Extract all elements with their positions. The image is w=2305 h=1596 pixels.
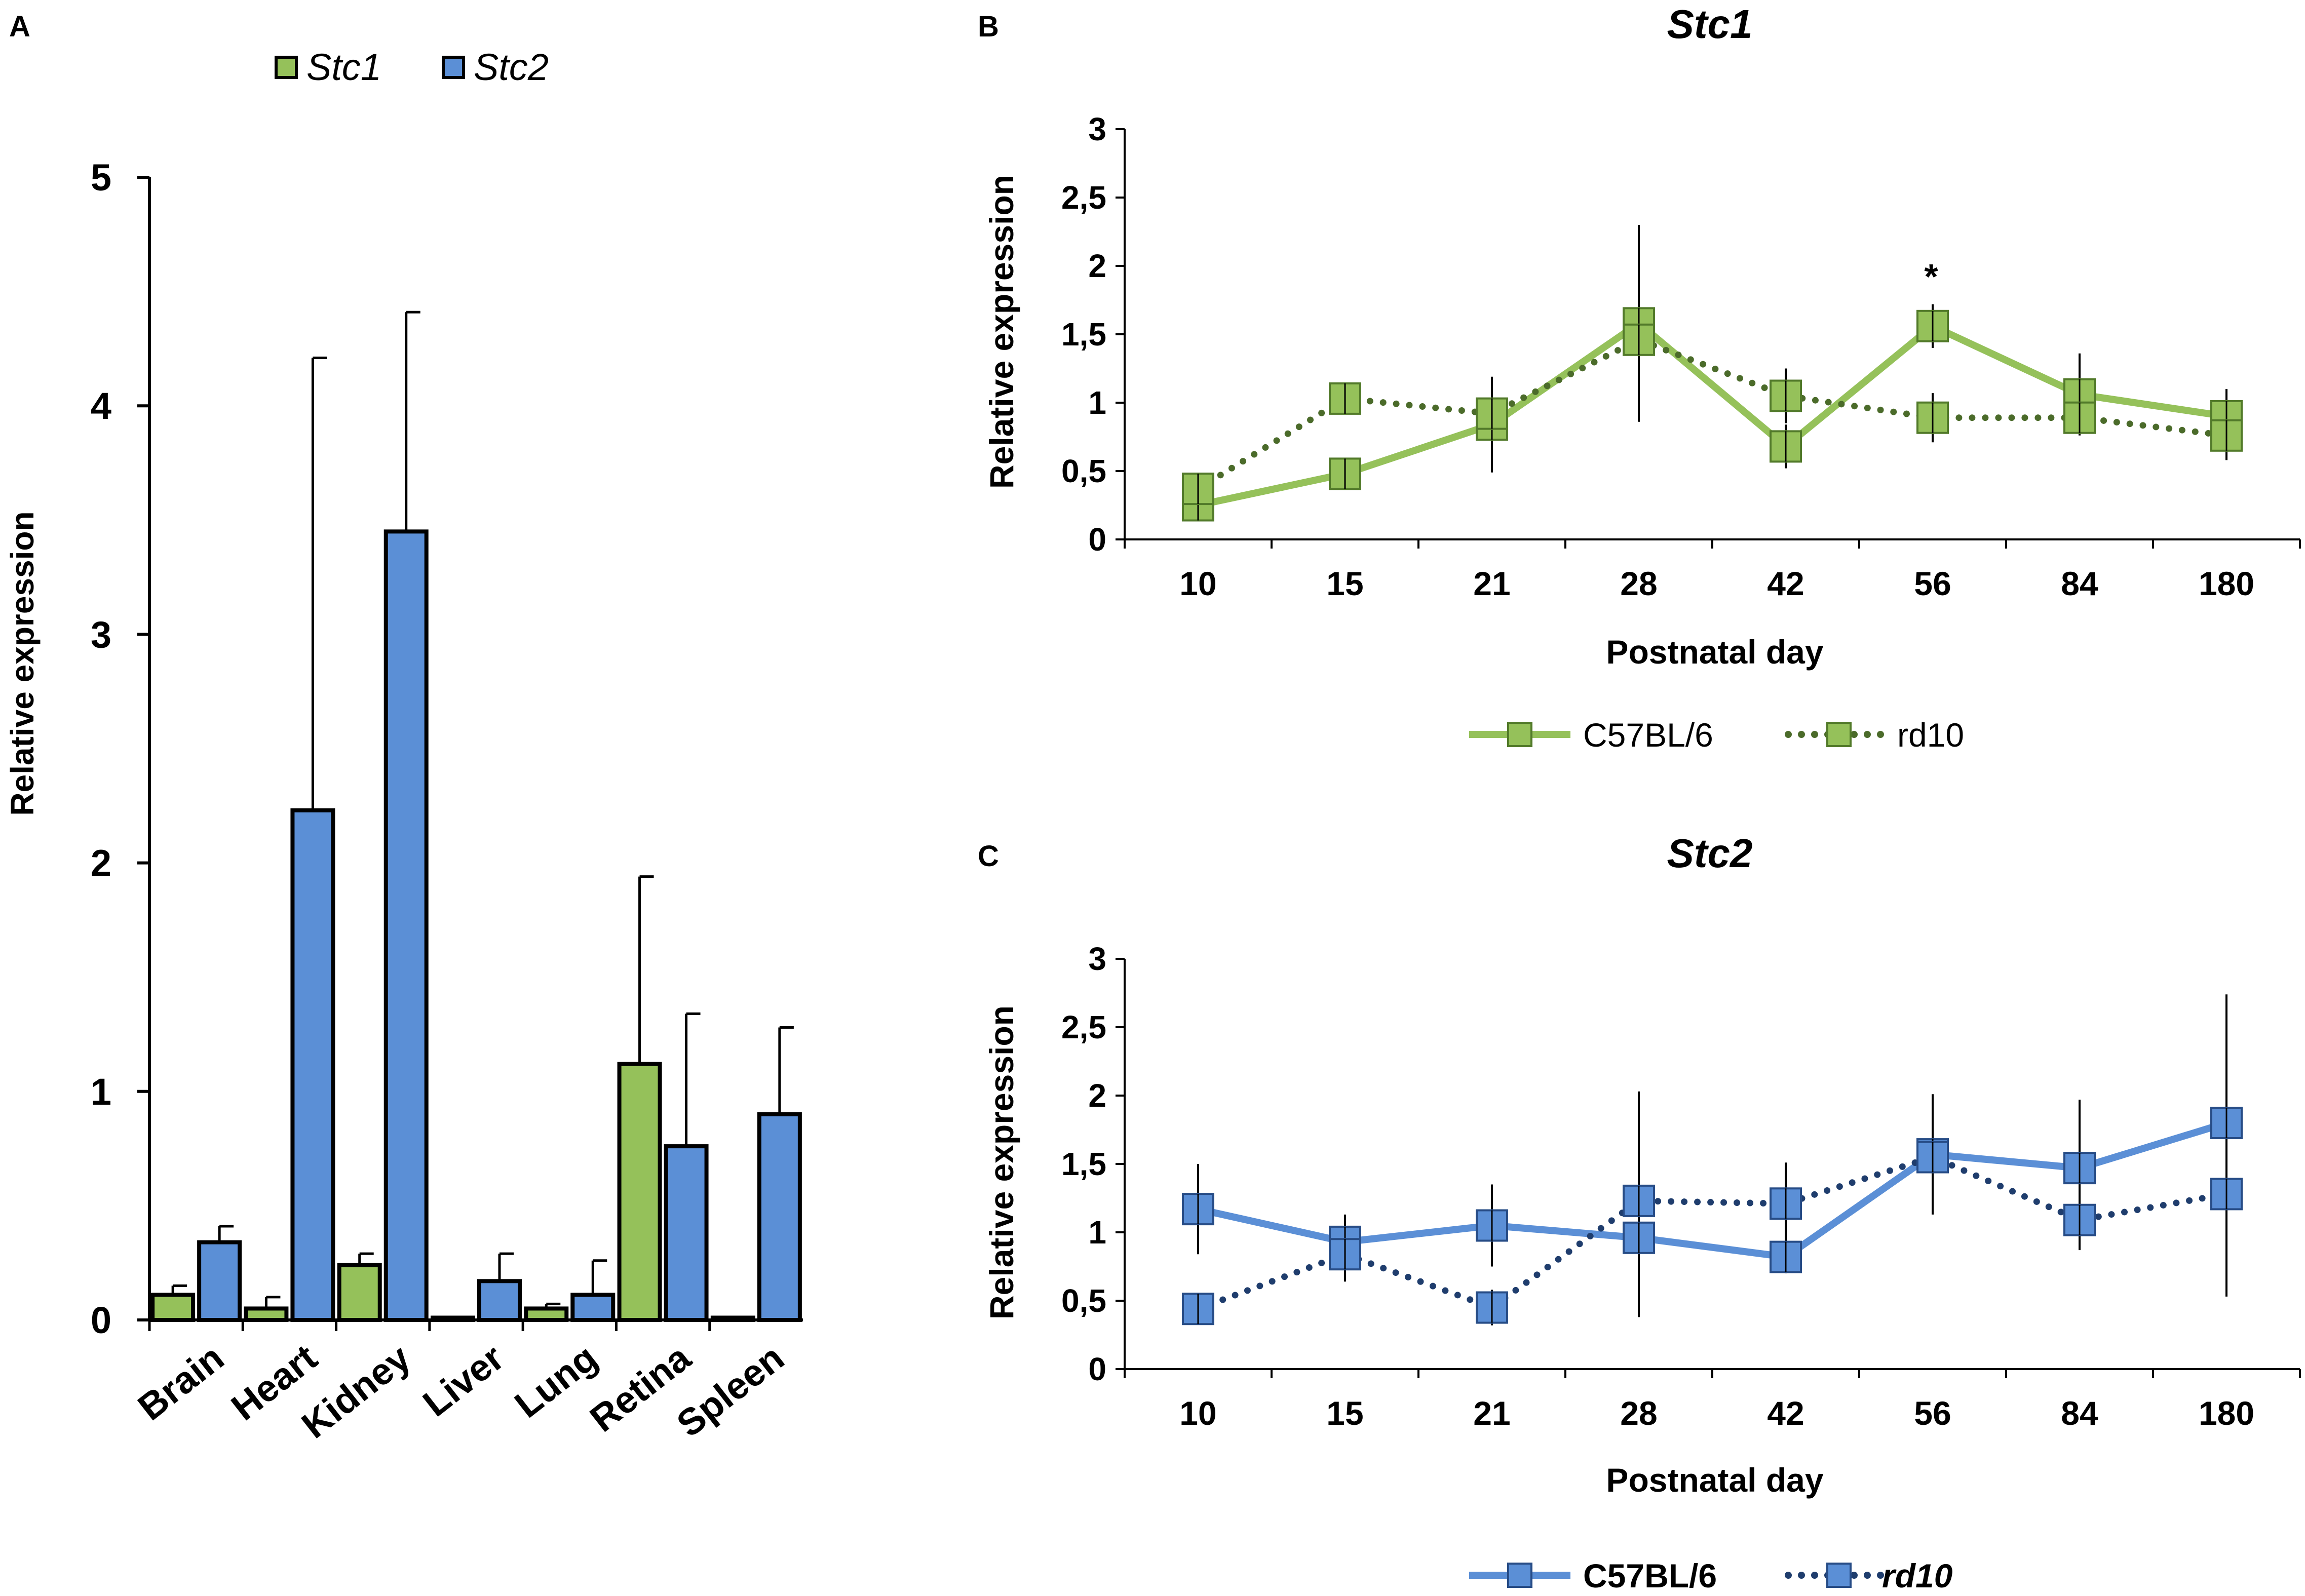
panel-b-x-axis-label: Postnatal day: [1606, 633, 1823, 671]
panel-b-y-tick-label: 1: [1088, 384, 1106, 421]
panel-c-y-tick-label: 2,5: [1061, 1009, 1106, 1045]
panel-c-x-tick-label: 42: [1767, 1394, 1804, 1432]
panel-c-x-tick-label: 10: [1179, 1394, 1216, 1432]
panel-a: A Stc1 Stc2 Relative expression 0 1 2 3 4 5 B…: [4, 10, 803, 1447]
bar-stc1-kidney: [337, 1263, 382, 1322]
panel-b-x-tick-label: 10: [1179, 565, 1216, 602]
panel-c-x-tick-label: 15: [1326, 1394, 1363, 1432]
panel-b-x-tick-label: 28: [1620, 565, 1657, 602]
panel-a-y-tick-label: 5: [91, 157, 111, 199]
panel-b-line-c57bl6: [1197, 320, 2227, 509]
panel-c-x-tick-label: 28: [1620, 1394, 1657, 1432]
panel-c-y-tick-label: 1: [1088, 1214, 1106, 1251]
panel-b: B Stc1 Relative expression Postnatal day…: [978, 2, 2301, 754]
panel-a-y-tick-label: 3: [91, 613, 111, 655]
panel-b-y-tick-label: 2: [1088, 248, 1106, 284]
panel-b-y-tick-label: 3: [1088, 111, 1106, 147]
panel-c-y-tick-label: 2: [1088, 1077, 1106, 1114]
panel-a-x-tick-label: Kidney: [294, 1336, 418, 1446]
bar-stc2-brain: [197, 1240, 242, 1322]
panel-b-y-axis-label: Relative expression: [983, 175, 1020, 489]
panel-c-label: C: [978, 840, 999, 873]
panel-b-y-tick-label: 2,5: [1061, 179, 1106, 216]
bar-stc2-kidney: [383, 529, 429, 1322]
panel-b-x-tick-label: 21: [1473, 565, 1510, 602]
legend-b-solid-marker: [1507, 722, 1532, 747]
panel-b-line-rd10: [1195, 336, 2230, 492]
panel-c-x-tick-label: 21: [1473, 1394, 1510, 1432]
legend-c-dotted-marker: [1826, 1563, 1852, 1588]
panel-c-x-tick-label: 56: [1914, 1394, 1951, 1432]
panel-c: C Stc2 Relative expression Postnatal day…: [978, 831, 2301, 1594]
bar-stc1-lung: [524, 1306, 569, 1322]
legend-stc2-swatch: [442, 56, 465, 79]
legend-b-dotted-marker: [1826, 722, 1852, 747]
panel-b-y-tick-label: 0: [1088, 521, 1106, 558]
panel-c-plot: [1182, 994, 2243, 1326]
panel-a-y-tick-label: 2: [91, 842, 111, 884]
legend-c-solid-marker: [1507, 1563, 1532, 1588]
bar-stc1-brain: [150, 1293, 196, 1322]
bar-stc2-heart: [290, 808, 335, 1322]
panel-c-line-c57bl6: [1197, 1119, 2228, 1261]
panel-b-y-tick-label: 1,5: [1061, 316, 1106, 353]
panel-a-y-tick-label: 1: [91, 1071, 111, 1113]
panel-c-y-tick-label: 0,5: [1061, 1282, 1106, 1319]
panel-a-y-axis-label: Relative expression: [4, 511, 41, 815]
panel-a-y-tick-label: 0: [91, 1299, 111, 1341]
panel-a-x-tick-label: Liver: [415, 1336, 511, 1424]
panel-a-bars: [148, 310, 802, 1331]
panel-a-x-tick-label: Brain: [130, 1336, 232, 1428]
bar-stc2-liver: [477, 1279, 522, 1322]
panel-b-ticks: 0 0,5 1 1,5 2 2,5 3 10 15 21 28 42 56 84 180: [1061, 111, 2301, 602]
panel-c-title: Stc2: [1667, 831, 1753, 876]
panel-a-x-tick-label: Spleen: [669, 1336, 791, 1445]
panel-b-x-tick-label: 15: [1326, 565, 1363, 602]
panel-b-title: Stc1: [1667, 2, 1753, 47]
legend-b-dotted-label: rd10: [1897, 716, 1964, 754]
panel-c-y-tick-label: 1,5: [1061, 1146, 1106, 1182]
legend-c-solid-label: C57BL/6: [1583, 1557, 1717, 1594]
legend-b-solid-label: C57BL/6: [1583, 716, 1713, 754]
panel-c-y-axis-label: Relative expression: [983, 1005, 1020, 1319]
panel-b-x-tick-label: 84: [2061, 565, 2098, 602]
panel-b-label: B: [978, 10, 999, 43]
bar-stc1-retina: [617, 1062, 662, 1322]
panel-c-y-tick-label: 3: [1088, 941, 1106, 977]
legend-stc2-label: Stc2: [474, 46, 549, 88]
bar-stc2-retina: [664, 1144, 709, 1322]
panel-b-x-tick-label: 56: [1914, 565, 1951, 602]
bar-stc1-heart: [244, 1306, 289, 1322]
panel-c-x-tick-label: 84: [2061, 1394, 2098, 1432]
legend-stc1-swatch: [275, 56, 298, 79]
panel-a-y-tick-label: 4: [91, 385, 111, 427]
panel-c-y-tick-label: 0: [1088, 1351, 1106, 1387]
panel-b-x-tick-label: 42: [1767, 565, 1804, 602]
panel-b-x-tick-label: 180: [2199, 565, 2254, 602]
panel-c-x-tick-label: 180: [2199, 1394, 2254, 1432]
bar-stc2-spleen: [757, 1112, 802, 1322]
panel-a-label: A: [9, 10, 30, 43]
panel-a-y-ticks: 0 1 2 3 4 5: [91, 157, 149, 1341]
panel-c-ticks: 0 0,5 1 1,5 2 2,5 3 10 15 21 28 42 56 84 180: [1061, 941, 2301, 1432]
legend-stc1-label: Stc1: [306, 46, 381, 88]
panel-c-x-axis-label: Postnatal day: [1606, 1461, 1823, 1499]
bar-stc2-lung: [570, 1293, 616, 1322]
panel-b-plot: [1182, 225, 2243, 522]
legend-c-dotted-label: rd10: [1882, 1557, 1953, 1594]
panel-b-y-tick-label: 0,5: [1061, 453, 1106, 489]
panel-c-line-rd10: [1195, 1153, 2230, 1312]
panel-b-significance-star: *: [1924, 257, 1938, 296]
